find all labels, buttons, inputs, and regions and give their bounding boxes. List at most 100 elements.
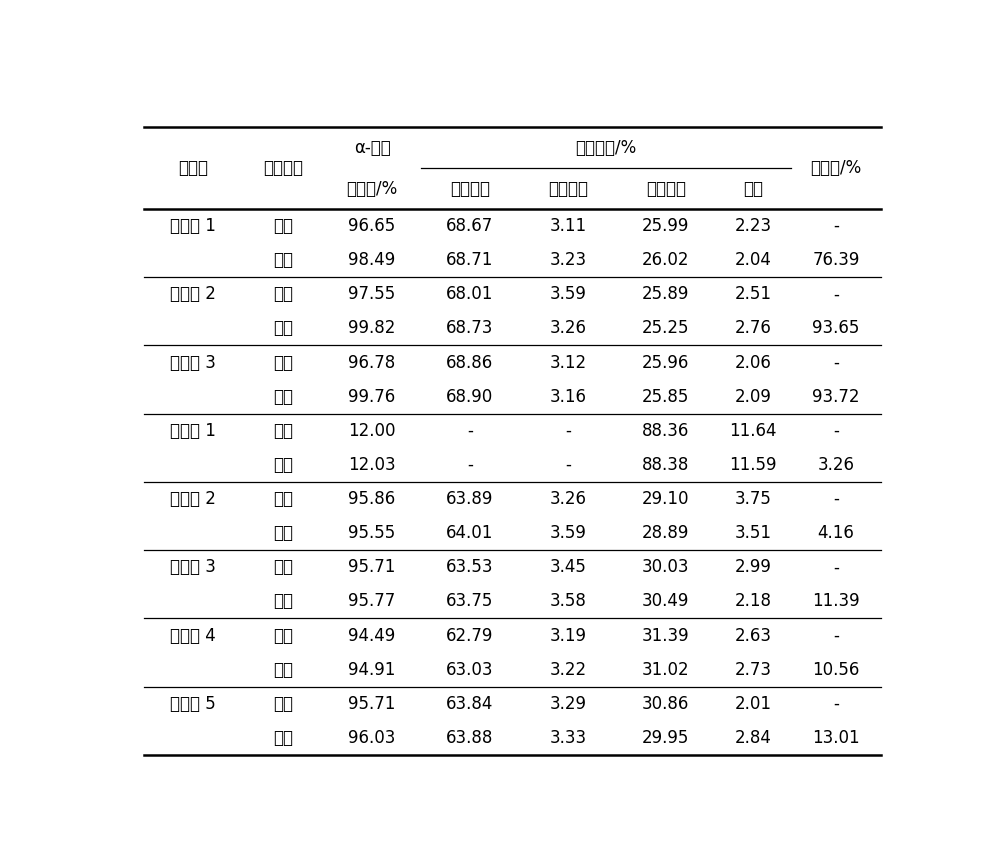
Text: 63.03: 63.03 bbox=[446, 661, 494, 679]
Text: 对比例 4: 对比例 4 bbox=[170, 627, 216, 644]
Text: 2.84: 2.84 bbox=[735, 729, 771, 746]
Text: 3.22: 3.22 bbox=[549, 661, 586, 679]
Text: 二段: 二段 bbox=[273, 729, 293, 746]
Text: -: - bbox=[565, 421, 571, 440]
Text: 2.76: 2.76 bbox=[735, 319, 771, 337]
Text: 95.55: 95.55 bbox=[348, 525, 396, 542]
Text: 2.73: 2.73 bbox=[734, 661, 771, 679]
Text: 95.71: 95.71 bbox=[348, 694, 396, 713]
Text: 88.36: 88.36 bbox=[642, 421, 689, 440]
Text: 11.64: 11.64 bbox=[729, 421, 777, 440]
Text: 13.01: 13.01 bbox=[812, 729, 860, 746]
Text: 对比例 1: 对比例 1 bbox=[170, 421, 216, 440]
Text: 25.99: 25.99 bbox=[642, 217, 689, 235]
Text: 产物分布/%: 产物分布/% bbox=[576, 139, 637, 157]
Text: 转化率/%: 转化率/% bbox=[346, 179, 398, 198]
Text: -: - bbox=[833, 558, 839, 577]
Text: 3.26: 3.26 bbox=[549, 490, 586, 508]
Text: 二段: 二段 bbox=[273, 661, 293, 679]
Text: 其它: 其它 bbox=[743, 179, 763, 198]
Text: 31.39: 31.39 bbox=[642, 627, 690, 644]
Text: 3.26: 3.26 bbox=[817, 456, 854, 474]
Text: 25.96: 25.96 bbox=[642, 354, 689, 372]
Text: 94.49: 94.49 bbox=[348, 627, 396, 644]
Text: 一段: 一段 bbox=[273, 217, 293, 235]
Text: 对比例 2: 对比例 2 bbox=[170, 490, 216, 508]
Text: 29.10: 29.10 bbox=[642, 490, 689, 508]
Text: -: - bbox=[833, 421, 839, 440]
Text: -: - bbox=[833, 694, 839, 713]
Text: 氢化率/%: 氢化率/% bbox=[810, 160, 862, 177]
Text: 63.53: 63.53 bbox=[446, 558, 494, 577]
Text: 68.71: 68.71 bbox=[446, 251, 494, 269]
Text: 99.82: 99.82 bbox=[348, 319, 396, 337]
Text: 93.65: 93.65 bbox=[812, 319, 860, 337]
Text: 64.01: 64.01 bbox=[446, 525, 494, 542]
Text: -: - bbox=[833, 285, 839, 303]
Text: 99.76: 99.76 bbox=[348, 388, 396, 406]
Text: 2.04: 2.04 bbox=[735, 251, 771, 269]
Text: 一段: 一段 bbox=[273, 421, 293, 440]
Text: 二段: 二段 bbox=[273, 319, 293, 337]
Text: 2.23: 2.23 bbox=[734, 217, 772, 235]
Text: 2.63: 2.63 bbox=[734, 627, 771, 644]
Text: 95.71: 95.71 bbox=[348, 558, 396, 577]
Text: 4.16: 4.16 bbox=[818, 525, 854, 542]
Text: -: - bbox=[467, 421, 473, 440]
Text: 对比例 5: 对比例 5 bbox=[170, 694, 216, 713]
Text: 30.03: 30.03 bbox=[642, 558, 689, 577]
Text: 二段: 二段 bbox=[273, 592, 293, 610]
Text: 28.89: 28.89 bbox=[642, 525, 689, 542]
Text: 二段: 二段 bbox=[273, 525, 293, 542]
Text: 3.26: 3.26 bbox=[549, 319, 586, 337]
Text: 62.79: 62.79 bbox=[446, 627, 494, 644]
Text: 3.16: 3.16 bbox=[549, 388, 586, 406]
Text: 3.29: 3.29 bbox=[549, 694, 586, 713]
Text: 12.00: 12.00 bbox=[348, 421, 396, 440]
Text: -: - bbox=[833, 354, 839, 372]
Text: 2.06: 2.06 bbox=[735, 354, 771, 372]
Text: 29.95: 29.95 bbox=[642, 729, 689, 746]
Text: 94.91: 94.91 bbox=[348, 661, 396, 679]
Text: 25.85: 25.85 bbox=[642, 388, 689, 406]
Text: 93.72: 93.72 bbox=[812, 388, 860, 406]
Text: -: - bbox=[833, 627, 839, 644]
Text: 63.89: 63.89 bbox=[446, 490, 494, 508]
Text: 反应阶段: 反应阶段 bbox=[263, 160, 303, 177]
Text: 3.51: 3.51 bbox=[734, 525, 771, 542]
Text: 76.39: 76.39 bbox=[812, 251, 860, 269]
Text: 10.56: 10.56 bbox=[812, 661, 860, 679]
Text: 3.59: 3.59 bbox=[549, 285, 586, 303]
Text: 88.38: 88.38 bbox=[642, 456, 689, 474]
Text: 实施例 2: 实施例 2 bbox=[170, 285, 216, 303]
Text: 26.02: 26.02 bbox=[642, 251, 689, 269]
Text: 实施例: 实施例 bbox=[178, 160, 208, 177]
Text: 2.09: 2.09 bbox=[735, 388, 771, 406]
Text: 30.86: 30.86 bbox=[642, 694, 689, 713]
Text: 68.90: 68.90 bbox=[446, 388, 494, 406]
Text: 3.23: 3.23 bbox=[549, 251, 586, 269]
Text: -: - bbox=[833, 490, 839, 508]
Text: 3.33: 3.33 bbox=[549, 729, 586, 746]
Text: 二段: 二段 bbox=[273, 456, 293, 474]
Text: 一段: 一段 bbox=[273, 354, 293, 372]
Text: -: - bbox=[467, 456, 473, 474]
Text: 12.03: 12.03 bbox=[348, 456, 396, 474]
Text: -: - bbox=[833, 217, 839, 235]
Text: 97.55: 97.55 bbox=[348, 285, 396, 303]
Text: 一段: 一段 bbox=[273, 558, 293, 577]
Text: 96.78: 96.78 bbox=[348, 354, 396, 372]
Text: 实施例 1: 实施例 1 bbox=[170, 217, 216, 235]
Text: 63.84: 63.84 bbox=[446, 694, 494, 713]
Text: 2.01: 2.01 bbox=[734, 694, 771, 713]
Text: 95.86: 95.86 bbox=[348, 490, 396, 508]
Text: 96.65: 96.65 bbox=[348, 217, 396, 235]
Text: 一段: 一段 bbox=[273, 694, 293, 713]
Text: 68.86: 68.86 bbox=[446, 354, 494, 372]
Text: 95.77: 95.77 bbox=[348, 592, 396, 610]
Text: 98.49: 98.49 bbox=[348, 251, 396, 269]
Text: 3.58: 3.58 bbox=[549, 592, 586, 610]
Text: 68.73: 68.73 bbox=[446, 319, 494, 337]
Text: 异构产物: 异构产物 bbox=[646, 179, 686, 198]
Text: 二段: 二段 bbox=[273, 251, 293, 269]
